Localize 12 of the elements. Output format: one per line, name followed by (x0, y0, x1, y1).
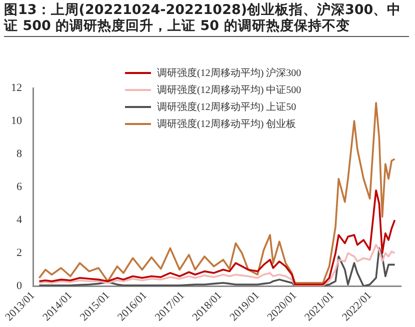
y-tick-label: 4 (16, 214, 22, 226)
legend-label: 调研强度(12周移动平均) 创业板 (157, 118, 296, 130)
y-tick-label: 10 (11, 114, 22, 127)
y-tick-label: 0 (16, 280, 22, 292)
legend-label: 调研强度(12周移动平均) 上证50 (157, 100, 296, 114)
y-tick-label: 2 (16, 247, 22, 260)
legend-label: 调研强度(12周移动平均) 中证500 (157, 84, 302, 96)
y-tick-label: 12 (11, 82, 22, 94)
y-tick-label: 6 (16, 180, 22, 193)
legend-label: 调研强度(12周移动平均) 沪深300 (157, 66, 302, 80)
y-tick-label: 8 (16, 148, 22, 160)
chart-title: 图13：上周(20221024-20221028)创业板指、沪深300、中证 500 的调研热度回升，上证 50 的调研热度保持不变 (4, 2, 409, 37)
